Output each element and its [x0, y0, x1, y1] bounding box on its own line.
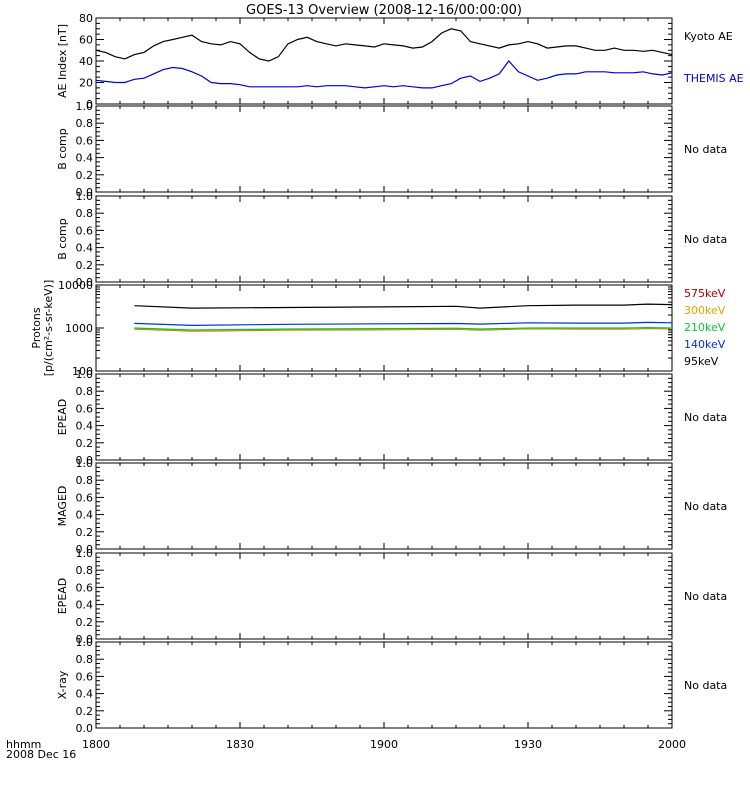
y-tick-label: 1.0 [76, 547, 94, 560]
y-tick-label: 0.8 [76, 474, 94, 487]
y-tick-label: 0.8 [76, 564, 94, 577]
y-tick-label: 20 [79, 77, 93, 90]
panel-frame [95, 552, 673, 640]
y-tick-label: 0.2 [76, 437, 94, 450]
y-tick-label: 0.4 [76, 509, 94, 522]
y-tick-label: 0.0 [76, 454, 94, 467]
x-tick-label: 1800 [82, 738, 110, 751]
y-tick-label: 0.2 [76, 169, 94, 182]
y-axis-label: B comp [56, 218, 69, 260]
panel-8: 0.0 0.2 0.4 0.6 0.8 1.0 X-ray No data [56, 636, 727, 735]
legend-themis-ae: THEMIS AE [683, 72, 744, 85]
x-tick-label: 1930 [514, 738, 542, 751]
legend-kyoto-ae: Kyoto AE [684, 30, 733, 43]
panel-2: 0.0 0.2 0.4 0.6 0.8 1.0 B comp No data [56, 100, 727, 199]
y-tick-label: 1.0 [76, 190, 94, 203]
y-tick-label: 0.6 [76, 670, 94, 683]
y-axis-label: EPEAD [56, 578, 69, 615]
y-tick-label: 0.2 [76, 526, 94, 539]
y-tick-label: 0.6 [76, 134, 94, 147]
panel-frame [95, 17, 673, 105]
x-tick-label: 2000 [658, 738, 686, 751]
y-tick-label: 0.4 [76, 242, 94, 255]
y-tick-label: 0.4 [76, 152, 94, 165]
series-line-kyoto-ae [95, 28, 673, 62]
y-tick-label: 0.6 [76, 581, 94, 594]
panel-6: 0.0 0.2 0.4 0.6 0.8 1.0 MAGED No data [56, 457, 727, 556]
y-tick-label: 0.6 [76, 402, 94, 415]
y-tick-label: 60 [79, 34, 93, 47]
y-tick-label: 0.0 [76, 633, 94, 646]
no-data-label: No data [684, 411, 727, 424]
legend-proton-575kev: 575keV [684, 287, 726, 300]
y-axis-label: MAGED [56, 486, 69, 527]
y-tick-label: 0.8 [76, 207, 94, 220]
series-line-themis-ae [95, 60, 673, 89]
legend-proton-95kev: 95keV [684, 355, 719, 368]
legend-proton-300kev: 300keV [684, 304, 726, 317]
series-line-210kev [134, 326, 673, 331]
panel-frame [95, 195, 673, 283]
panel-frame [95, 373, 673, 461]
y-tick-label: 0.6 [76, 224, 94, 237]
chart-title: GOES-13 Overview (2008-12-16/00:00:00) [246, 3, 522, 18]
y-axis-label: Protons [30, 307, 43, 348]
time-axis-label-date: 2008 Dec 16 [6, 748, 76, 761]
panel-frame [95, 641, 673, 729]
series-line-140kev [134, 321, 673, 327]
y-tick-label: 0.4 [76, 420, 94, 433]
legend-proton-210kev: 210keV [684, 321, 726, 334]
panel-1: 0 20 40 60 80 AE Index [nT] [56, 12, 673, 111]
panel-3: 0.0 0.2 0.4 0.6 0.8 1.0 B comp No data [56, 190, 727, 289]
y-tick-label: 0.0 [76, 186, 94, 199]
panel-frame [95, 105, 673, 193]
y-tick-label: 0.2 [76, 259, 94, 272]
x-tick-label: 1830 [226, 738, 254, 751]
legend-proton-140kev: 140keV [684, 338, 726, 351]
no-data-label: No data [684, 590, 727, 603]
x-tick-label: 1900 [370, 738, 398, 751]
no-data-label: No data [684, 500, 727, 513]
y-tick-label: 1.0 [76, 636, 94, 649]
y-tick-label: 0.0 [76, 543, 94, 556]
panel-5: 0.0 0.2 0.4 0.6 0.8 1.0 EPEAD No data [56, 368, 727, 467]
no-data-label: No data [684, 143, 727, 156]
y-tick-label: 1.0 [76, 368, 94, 381]
y-tick-label: 0.0 [76, 722, 94, 735]
time-axis: hhmm 2008 Dec 16 1800 1830 1900 1930 2000 [6, 738, 686, 761]
y-tick-label: 0.2 [76, 705, 94, 718]
panel-4: 10000 1000 100 Protons [p/(cm²-s-sr-keV)] [30, 279, 673, 378]
y-axis-label: AE Index [nT] [56, 24, 69, 98]
y-tick-label: 40 [79, 55, 93, 68]
y-tick-label: 1000 [65, 322, 93, 335]
panel-7: 0.0 0.2 0.4 0.6 0.8 1.0 EPEAD No data [56, 547, 727, 646]
y-tick-label: 0 [86, 98, 93, 111]
y-tick-label: 0.8 [76, 117, 94, 130]
y-tick-label: 1.0 [76, 100, 94, 113]
no-data-label: No data [684, 679, 727, 692]
series-line-300kev [134, 327, 673, 332]
y-tick-label: 0.6 [76, 491, 94, 504]
y-tick-label: 10000 [58, 279, 93, 292]
y-tick-label: 100 [72, 365, 93, 378]
y-tick-label: 0.4 [76, 688, 94, 701]
y-tick-label: 0.8 [76, 653, 94, 666]
y-tick-label: 0.4 [76, 599, 94, 612]
panel-frame [95, 462, 673, 550]
time-axis-label-hhmm: hhmm [6, 738, 41, 751]
y-axis-label: EPEAD [56, 399, 69, 436]
no-data-label: No data [684, 233, 727, 246]
y-tick-label: 0.2 [76, 616, 94, 629]
y-axis-label-units: [p/(cm²-s-sr-keV)] [42, 280, 55, 377]
y-tick-label: 80 [79, 12, 93, 25]
y-axis-label: B comp [56, 128, 69, 170]
y-axis-label: X-ray [56, 670, 69, 699]
series-line-95kev [134, 303, 673, 309]
y-tick-label: 0.8 [76, 385, 94, 398]
y-tick-label: 1.0 [76, 457, 94, 470]
y-tick-label: 0.0 [76, 276, 94, 289]
panels: 0 20 40 60 80 AE Index [nT] 0.0 0.2 0.4 0.6 0.8 1.0… [30, 12, 744, 735]
